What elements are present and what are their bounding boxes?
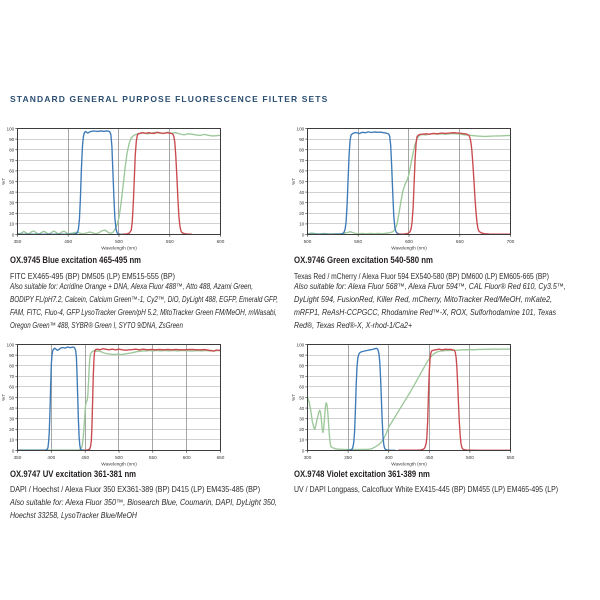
svg-text:%T: %T (291, 178, 296, 185)
svg-text:%T: %T (1, 178, 6, 185)
svg-text:700: 700 (507, 239, 515, 244)
svg-text:90: 90 (9, 353, 15, 358)
svg-text:30: 30 (299, 417, 305, 422)
svg-text:600: 600 (217, 239, 225, 244)
svg-text:60: 60 (299, 169, 305, 174)
svg-text:50: 50 (299, 395, 305, 400)
svg-text:40: 40 (299, 190, 305, 195)
svg-text:10: 10 (9, 438, 15, 443)
svg-text:650: 650 (217, 455, 225, 460)
svg-text:350: 350 (14, 239, 22, 244)
svg-text:450: 450 (64, 239, 72, 244)
svg-text:500: 500 (115, 239, 123, 244)
svg-text:80: 80 (299, 148, 305, 153)
svg-text:%T: %T (291, 394, 296, 401)
svg-text:60: 60 (299, 385, 305, 390)
svg-text:350: 350 (14, 455, 22, 460)
svg-text:400: 400 (385, 455, 393, 460)
svg-text:450: 450 (81, 455, 89, 460)
svg-text:70: 70 (299, 158, 305, 163)
svg-text:10: 10 (9, 222, 15, 227)
svg-text:550: 550 (149, 455, 157, 460)
svg-text:20: 20 (9, 211, 15, 216)
svg-text:60: 60 (9, 385, 15, 390)
svg-text:Wavelength (nm): Wavelength (nm) (391, 246, 427, 251)
svg-text:%T: %T (1, 394, 6, 401)
svg-text:600: 600 (405, 239, 413, 244)
svg-text:300: 300 (304, 455, 312, 460)
svg-text:0: 0 (302, 232, 305, 237)
svg-text:20: 20 (9, 427, 15, 432)
svg-text:350: 350 (344, 455, 352, 460)
svg-text:100: 100 (296, 126, 304, 131)
svg-text:40: 40 (9, 406, 15, 411)
svg-text:10: 10 (299, 222, 305, 227)
svg-text:20: 20 (299, 427, 305, 432)
svg-text:70: 70 (299, 374, 305, 379)
svg-text:40: 40 (9, 190, 15, 195)
svg-text:550: 550 (166, 239, 174, 244)
svg-text:0: 0 (12, 232, 15, 237)
svg-text:500: 500 (466, 455, 474, 460)
svg-text:90: 90 (9, 137, 15, 142)
svg-text:Wavelength (nm): Wavelength (nm) (101, 246, 137, 251)
svg-text:100: 100 (6, 126, 14, 131)
svg-text:100: 100 (6, 342, 14, 347)
svg-text:550: 550 (354, 239, 362, 244)
svg-text:450: 450 (425, 455, 433, 460)
svg-text:650: 650 (456, 239, 464, 244)
svg-text:90: 90 (299, 353, 305, 358)
svg-text:50: 50 (299, 179, 305, 184)
svg-text:Wavelength (nm): Wavelength (nm) (101, 462, 137, 467)
svg-text:20: 20 (299, 211, 305, 216)
svg-text:50: 50 (9, 179, 15, 184)
svg-text:80: 80 (299, 364, 305, 369)
svg-text:30: 30 (299, 201, 305, 206)
svg-text:500: 500 (304, 239, 312, 244)
svg-text:90: 90 (299, 137, 305, 142)
svg-text:30: 30 (9, 417, 15, 422)
svg-text:550: 550 (507, 455, 515, 460)
svg-text:70: 70 (9, 374, 15, 379)
svg-text:0: 0 (12, 448, 15, 453)
svg-text:400: 400 (47, 455, 55, 460)
svg-text:600: 600 (183, 455, 191, 460)
svg-text:80: 80 (9, 364, 15, 369)
svg-text:40: 40 (299, 406, 305, 411)
svg-text:30: 30 (9, 201, 15, 206)
svg-text:0: 0 (302, 448, 305, 453)
svg-text:70: 70 (9, 158, 15, 163)
svg-text:10: 10 (299, 438, 305, 443)
svg-text:Wavelength (nm): Wavelength (nm) (391, 462, 427, 467)
svg-text:100: 100 (296, 342, 304, 347)
svg-text:60: 60 (9, 169, 15, 174)
svg-text:500: 500 (115, 455, 123, 460)
svg-text:50: 50 (9, 395, 15, 400)
svg-text:80: 80 (9, 148, 15, 153)
